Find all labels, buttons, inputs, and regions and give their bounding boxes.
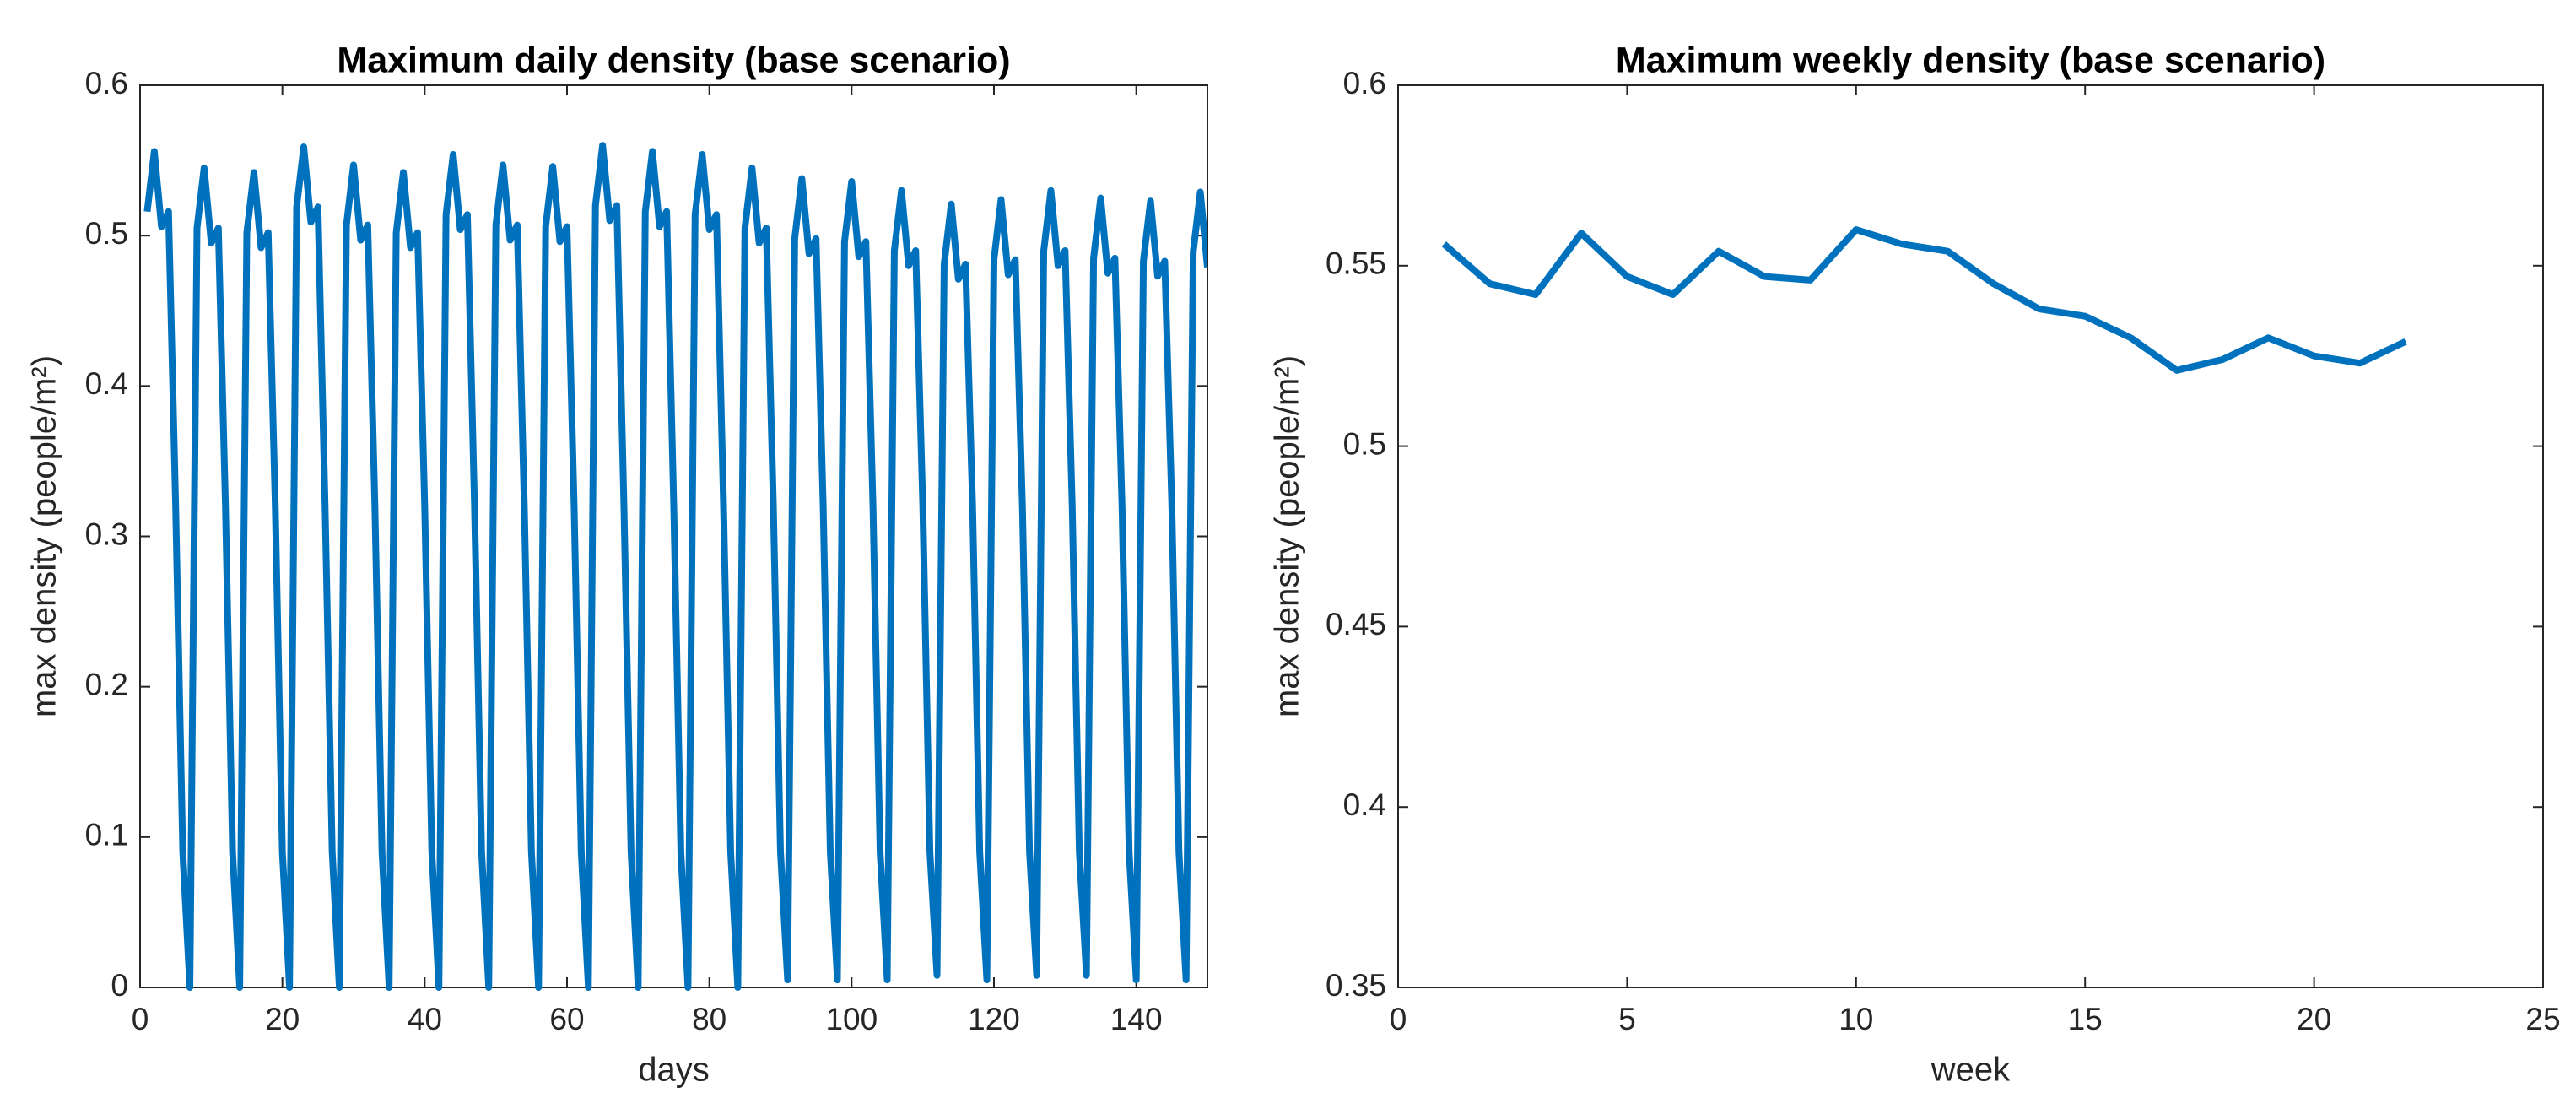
chart-title: Maximum weekly density (base scenario) (1616, 40, 2325, 80)
x-tick-label: 25 (2525, 1002, 2560, 1036)
x-tick-label: 10 (1839, 1002, 1873, 1036)
axes-box (1397, 84, 2544, 988)
data-line (1441, 226, 2407, 374)
y-tick-label: 0.6 (1343, 66, 1386, 100)
y-tick-label: 0.55 (1326, 246, 1386, 281)
y-tick-label: 0.2 (85, 667, 128, 701)
x-tick-label: 5 (1618, 1002, 1636, 1036)
x-axis-label: week (1931, 1052, 2011, 1089)
x-tick-label: 100 (825, 1002, 878, 1036)
y-tick-label: 0.35 (1326, 968, 1386, 1003)
chart-title: Maximum daily density (base scenario) (337, 40, 1010, 80)
x-tick-label: 40 (408, 1002, 442, 1036)
x-tick-label: 80 (692, 1002, 726, 1036)
y-tick-label: 0 (111, 968, 128, 1003)
x-axis-label: days (638, 1052, 710, 1089)
x-tick-label: 0 (1390, 1002, 1407, 1036)
y-axis-label: max density (people/m²) (26, 355, 63, 717)
y-tick-label: 0.3 (85, 517, 128, 551)
subplot: 0 5 10 15 20 25 0.35 0.4 0.45 0.5 0.55 0.6 Maximum w… (1269, 40, 2561, 1088)
x-tick-label: 15 (2068, 1002, 2103, 1036)
x-tick-label: 60 (549, 1002, 584, 1036)
y-tick-label: 0.4 (1343, 787, 1386, 822)
y-tick-label: 0.5 (1343, 426, 1386, 461)
y-tick-label: 0.45 (1326, 607, 1386, 641)
x-tick-label: 140 (1110, 1002, 1163, 1036)
x-tick-label: 0 (132, 1002, 149, 1036)
x-tick-label: 20 (265, 1002, 300, 1036)
y-tick-label: 0.5 (85, 216, 128, 251)
x-tick-label: 120 (968, 1002, 1020, 1036)
subplot: 0 20 40 60 80 100 120 140 0 0.1 0.2 0.3 0.4 0.5 0.6 Max… (26, 40, 1208, 1089)
x-tick-label: 20 (2297, 1002, 2331, 1036)
data-line (143, 142, 1207, 991)
y-tick-label: 0.1 (85, 818, 128, 852)
y-axis-label: max density (people/m²) (1269, 355, 1306, 717)
y-tick-label: 0.6 (85, 66, 128, 100)
y-tick-label: 0.4 (85, 366, 128, 401)
